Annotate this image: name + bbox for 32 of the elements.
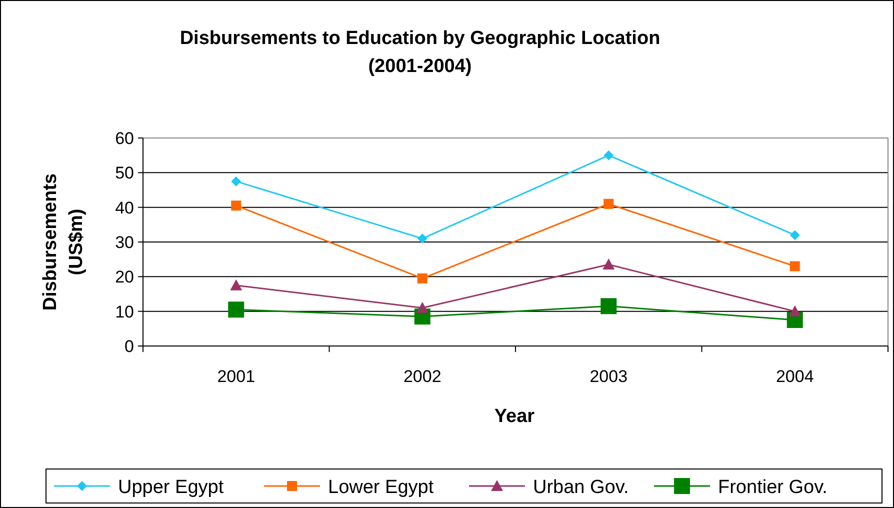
y-tick-label: 50 — [115, 164, 134, 183]
point — [604, 198, 614, 209]
y-tick-label: 10 — [115, 302, 134, 322]
point — [602, 258, 615, 270]
point — [790, 261, 800, 272]
legend-label: Upper Egypt — [118, 477, 224, 498]
y-tick-label: 0 — [124, 337, 134, 356]
y-axis-title: Disbursements (US$m) — [40, 173, 87, 311]
point — [231, 200, 242, 211]
x-tick-label: 2004 — [776, 367, 814, 386]
point — [600, 298, 617, 314]
point — [417, 273, 428, 284]
point — [417, 234, 428, 244]
x-axis-title: Year — [494, 406, 536, 427]
chart-title: Disbursements to Education by Geographic Location (2001-2004) — [180, 28, 660, 77]
point — [230, 279, 242, 290]
y-tick-label: 20 — [115, 268, 134, 287]
y-tick-label: 30 — [115, 233, 134, 252]
x-tick-label: 2003 — [590, 367, 628, 386]
point — [790, 230, 800, 240]
legend-label: Frontier Gov. — [718, 477, 828, 498]
y-tick-label: 40 — [115, 198, 134, 218]
point — [231, 176, 242, 186]
x-tick-label: 2001 — [217, 367, 256, 386]
legend-label: Urban Gov. — [533, 477, 629, 498]
point — [416, 302, 428, 313]
y-tick-label: 60 — [115, 129, 134, 148]
point — [788, 305, 801, 316]
legend-label: Lower Egypt — [328, 477, 434, 498]
point — [228, 302, 244, 318]
point — [604, 150, 614, 160]
x-tick-label: 2002 — [403, 367, 442, 386]
